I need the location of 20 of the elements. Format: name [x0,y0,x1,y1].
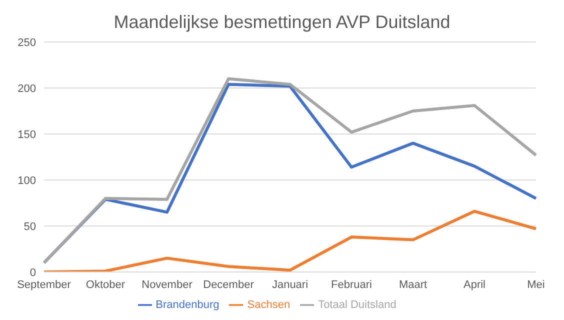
legend-label: Sachsen [247,298,290,311]
legend-label: Brandenburg [156,298,220,311]
y-tick-label: 150 [18,128,36,141]
legend-label: Totaal Duitsland [318,298,396,311]
x-tick-label: Februari [331,278,372,291]
x-tick-label: November [142,278,193,291]
y-tick-label: 200 [18,82,36,95]
x-tick-label: September [17,278,72,291]
y-tick-label: 0 [30,266,36,279]
x-tick-label: Oktober [86,278,126,291]
x-tick-label: Januari [272,278,308,291]
y-tick-label: 250 [18,36,36,49]
y-tick-label: 100 [18,174,36,187]
x-tick-label: Maart [398,278,428,291]
y-tick-label: 50 [24,220,36,233]
x-tick-label: April [463,278,486,291]
line-series [42,210,538,272]
x-tick-label: December [203,278,254,291]
chart-title: Maandelijkse besmettingen AVP Duitsland [112,11,452,34]
x-tick-label: Mei [527,278,545,291]
